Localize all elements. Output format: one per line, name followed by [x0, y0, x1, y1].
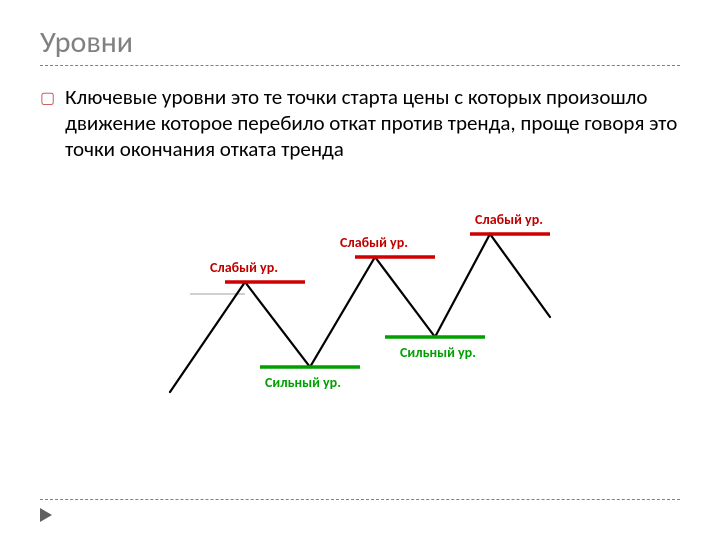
title-divider — [40, 65, 680, 66]
strong-level-label: Сильный ур. — [400, 344, 476, 361]
slide-title: Уровни — [40, 24, 680, 61]
bullet-icon: ▢ — [40, 86, 55, 112]
weak-level-label: Слабый ур. — [210, 259, 278, 276]
nav-arrow-icon[interactable] — [40, 508, 52, 522]
weak-level-label: Слабый ур. — [340, 234, 408, 251]
body-item: ▢ Ключевые уровни это те точки старта це… — [40, 84, 680, 162]
weak-level-label: Слабый ур. — [475, 211, 543, 228]
footer-divider — [40, 499, 680, 500]
chart-container: Слабый ур. Слабый ур. Слабый ур. Сильный ур… — [40, 192, 680, 412]
strong-level-label: Сильный ур. — [265, 374, 341, 391]
levels-chart: Слабый ур. Слабый ур. Слабый ур. Сильный ур… — [150, 192, 570, 412]
body-text: Ключевые уровни это те точки старта цены… — [65, 84, 680, 162]
